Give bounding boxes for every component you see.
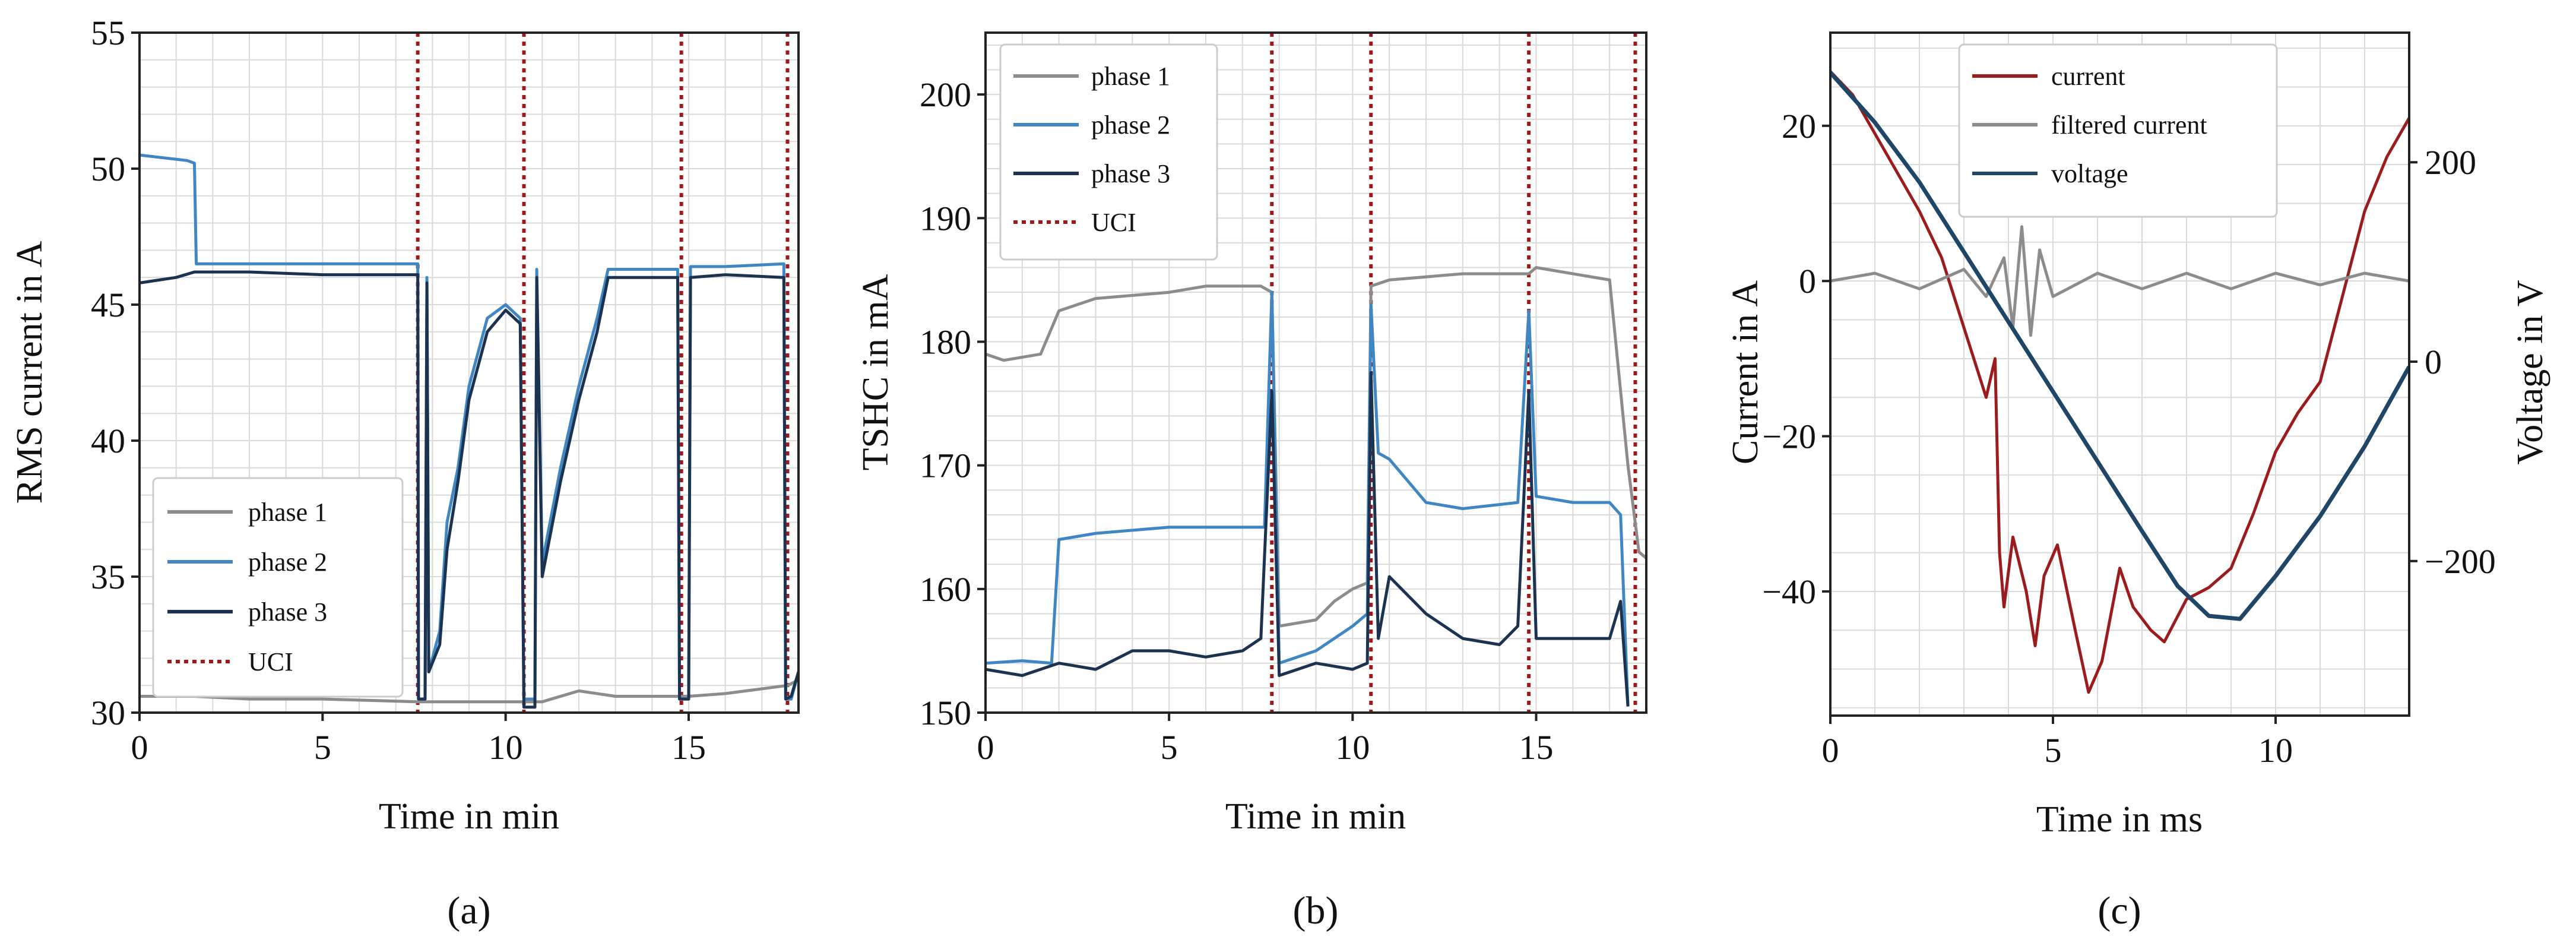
caption-b: (b): [1293, 889, 1339, 932]
legend-c: current filtered current voltage: [1958, 43, 2278, 218]
legend-label-uci-a: UCI: [248, 647, 293, 676]
caption-a: (a): [447, 889, 490, 932]
x-axis-label-a: Time in min: [379, 796, 559, 837]
caption-c: (c): [2097, 889, 2141, 932]
legend-label-phase3-b: phase 3: [1091, 159, 1170, 188]
y-tick-label-b: 150: [920, 694, 971, 732]
y2-tick-label-c: 0: [2425, 343, 2442, 381]
y-axis-label-b: TSHC in mA: [856, 274, 896, 470]
x-axis-label-c: Time in ms: [2036, 799, 2203, 840]
legend-box-c: [1958, 43, 2278, 218]
y-tick-label-c: −40: [1762, 572, 1816, 611]
x-tick-label-a: 15: [671, 728, 706, 767]
legend-label-voltage-c: voltage: [2051, 159, 2128, 188]
plot-frame-a: [138, 31, 800, 714]
x-tick-label-a: 5: [314, 728, 331, 767]
y2-axis-label-c: Voltage in V: [2510, 280, 2550, 464]
x-tick-label-c: 5: [2045, 731, 2062, 770]
legend-box-b: [999, 43, 1218, 261]
x-tick-label-c: 10: [2258, 731, 2293, 770]
series-group-c: [1830, 70, 2409, 694]
y-tick-label-a: 45: [91, 286, 125, 324]
chart-panel-a: 0 5 10 15 30 35 40 45 50 55 Time in min RMS curre…: [9, 14, 800, 932]
legend-label-phase2-b: phase 2: [1091, 110, 1170, 140]
series-line-phase-1-a: [140, 678, 799, 704]
y-tick-label-b: 200: [920, 75, 971, 114]
y-tick-label-b: 190: [920, 199, 971, 238]
legend-label-uci-b: UCI: [1091, 208, 1136, 237]
x-axis-label-b: Time in min: [1225, 796, 1406, 837]
ticks-a: 0 5 10 15 30 35 40 45 50 55: [91, 14, 706, 767]
y-tick-label-b: 160: [920, 570, 971, 609]
y-tick-label-a: 30: [91, 694, 125, 732]
y-tick-label-c: −20: [1762, 417, 1816, 456]
y-tick-label-c: 20: [1782, 107, 1816, 145]
plot-frame-c: [1829, 31, 2410, 717]
x-tick-label-a: 0: [131, 728, 148, 767]
legend-b: phase 1 phase 2 phase 3 UCI: [999, 43, 1218, 261]
y2-tick-label-c: −200: [2425, 542, 2496, 581]
legend-label-phase1-b: phase 1: [1091, 62, 1170, 91]
y-tick-label-a: 55: [91, 14, 125, 52]
chart-panel-b: 0 5 10 15 150 160 170 180 190 200 Time in min TSH…: [856, 31, 1647, 932]
x-tick-label-b: 15: [1519, 728, 1554, 767]
x-tick-label-a: 10: [489, 728, 523, 767]
y-axis-label-c: Current in A: [1725, 280, 1766, 464]
plot-frame-b: [984, 31, 1647, 714]
legend-label-filtered-c: filtered current: [2051, 110, 2207, 140]
series-line-phase-3-b: [986, 371, 1630, 707]
x-tick-label-b: 10: [1335, 728, 1370, 767]
legend-a: phase 1 phase 2 phase 3 UCI: [152, 477, 404, 698]
y-tick-label-a: 35: [91, 558, 125, 596]
y-tick-label-a: 50: [91, 150, 125, 188]
legend-label-phase1-a: phase 1: [248, 498, 327, 527]
legend-box-a: [152, 477, 404, 698]
series-line-phase-3-a: [140, 270, 799, 709]
legend-label-phase3-a: phase 3: [248, 597, 327, 627]
series-line-current-c: [1830, 70, 2409, 694]
series-line-voltage-c: [1830, 71, 2409, 621]
series-line-phase-1-b: [986, 266, 1646, 628]
series-line-filtered-current-c: [1830, 225, 2409, 337]
y-tick-label-b: 180: [920, 322, 971, 361]
y-axis-label-a: RMS current in A: [9, 241, 50, 504]
series-group-b: [986, 266, 1646, 707]
legend-label-phase2-a: phase 2: [248, 548, 327, 577]
ticks-b: 0 5 10 15 150 160 170 180 190 200: [920, 75, 1554, 767]
x-tick-label-b: 5: [1161, 728, 1178, 767]
y-tick-label-c: 0: [1799, 262, 1816, 300]
y2-tick-label-c: 200: [2425, 143, 2476, 182]
legend-label-current-c: current: [2051, 62, 2125, 91]
x-tick-label-b: 0: [977, 728, 994, 767]
y-tick-label-a: 40: [91, 422, 125, 460]
x-tick-label-c: 0: [1822, 731, 1839, 770]
y-tick-label-b: 170: [920, 447, 971, 485]
series-group-a: [140, 153, 799, 709]
